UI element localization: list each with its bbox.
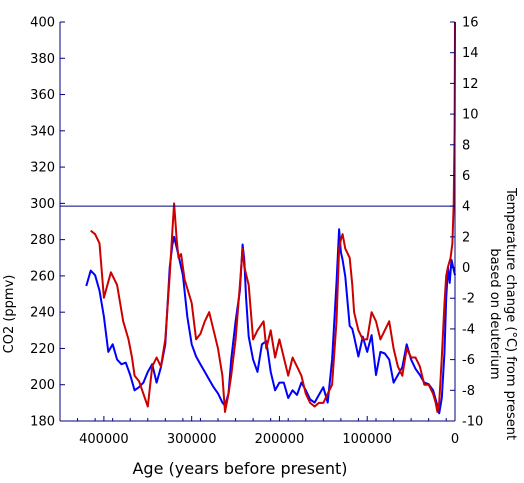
y-left-tick-label: 200: [30, 378, 55, 393]
y-left-tick-label: 180: [30, 415, 55, 430]
x-tick-label: 100000: [342, 432, 392, 447]
y-axis-right-title-line-1: Temperature change (°C) from present: [503, 187, 518, 440]
y-right-tick-label: 14: [462, 46, 479, 61]
y-left-tick-label: 380: [30, 52, 55, 67]
y-right-tick-label: 10: [462, 108, 479, 123]
y-right-tick-label: 6: [462, 169, 470, 184]
y-axis-right-title-line-2: based on deuterium: [487, 248, 502, 379]
x-tick-label: 200000: [255, 432, 305, 447]
y-right-tick-label: -8: [462, 384, 475, 399]
y-left-tick-label: 260: [30, 269, 55, 284]
series-layer: [85, 21, 456, 415]
y-right-tick-label: 16: [462, 16, 479, 31]
y-right-tick-label: -2: [462, 292, 475, 307]
y-left-tick-label: 340: [30, 124, 55, 139]
x-tick-label: 300000: [167, 432, 217, 447]
y-right-tick-label: 2: [462, 230, 470, 245]
y-right-tick-label: -4: [462, 322, 475, 337]
y-right-tick-label: -6: [462, 353, 475, 368]
y-left-tick-label: 240: [30, 306, 55, 321]
y-left-tick-label: 220: [30, 342, 55, 357]
y-left-tick-label: 400: [30, 16, 55, 31]
y-left-tick-label: 300: [30, 197, 55, 212]
y-left-tick-label: 320: [30, 161, 55, 176]
ticks-layer: 180200220240260280300320340360380400-10-…: [30, 16, 483, 448]
x-axis-title: Age (years before present): [132, 459, 347, 478]
y-right-tick-label: 12: [462, 77, 479, 92]
axes-layer: [59, 22, 456, 422]
y-left-tick-label: 280: [30, 233, 55, 248]
co2-series-line: [90, 21, 456, 413]
y-right-tick-label: -10: [462, 415, 483, 430]
x-tick-label: 0: [451, 432, 459, 447]
y-right-tick-label: 0: [462, 261, 470, 276]
y-left-tick-label: 360: [30, 88, 55, 103]
y-axis-left-title: CO2 (ppmv): [2, 275, 17, 354]
y-right-tick-label: 8: [462, 138, 470, 153]
y-right-tick-label: 4: [462, 200, 470, 215]
x-tick-label: 400000: [79, 432, 129, 447]
